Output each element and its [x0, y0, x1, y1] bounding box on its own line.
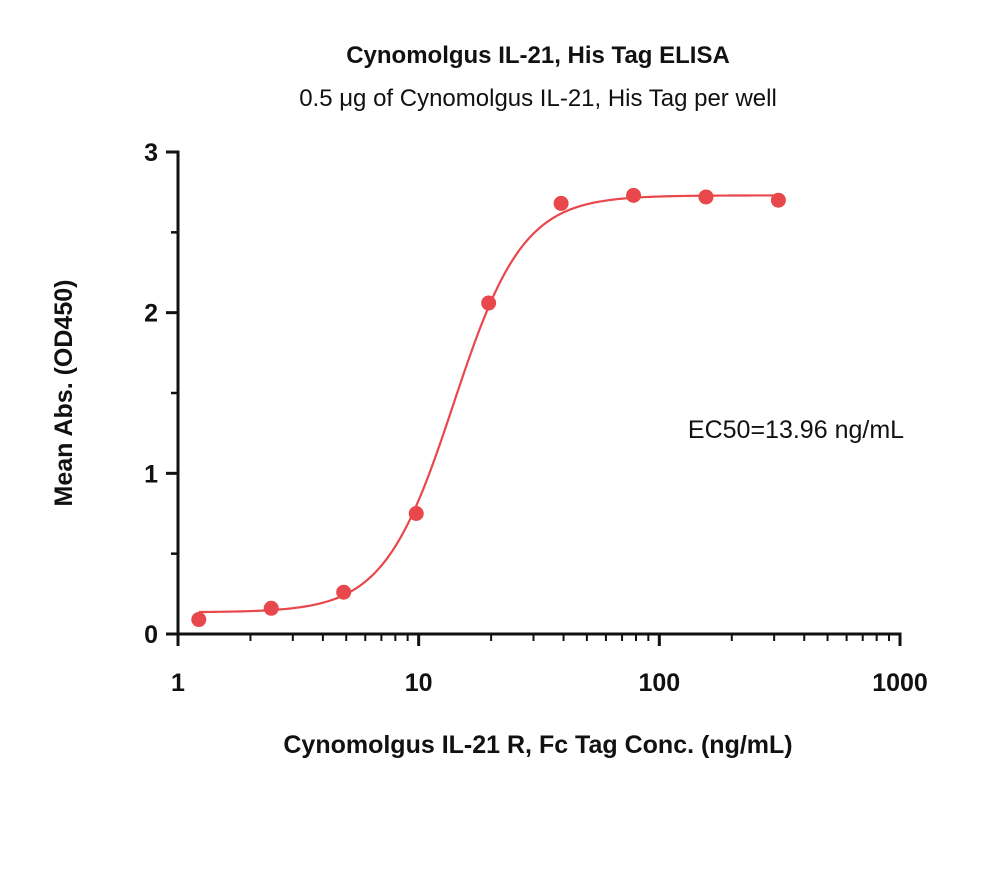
data-points [191, 187, 786, 628]
axes [176, 150, 902, 636]
fit-curve-layer [198, 194, 779, 614]
y-tick-label-0: 0 [144, 621, 158, 649]
ec50-annotation: EC50=13.96 ng/mL [688, 416, 904, 444]
x-axis-label: Cynomolgus IL-21 R, Fc Tag Conc. (ng/mL) [283, 731, 792, 759]
data-point [481, 295, 497, 311]
fit-curve-line [198, 194, 779, 614]
data-point [336, 584, 352, 600]
x-tick-label-10: 10 [405, 669, 433, 697]
data-point [626, 187, 642, 203]
data-point [698, 189, 714, 205]
y-tick-label-3: 3 [144, 139, 158, 167]
y-tick-label-1: 1 [144, 460, 158, 488]
data-point [263, 600, 279, 616]
chart-subtitle: 0.5 μg of Cynomolgus IL-21, His Tag per … [299, 85, 777, 112]
x-tick-label-1000: 1000 [872, 669, 928, 697]
x-tick-label-100: 100 [638, 669, 680, 697]
data-point [553, 195, 569, 211]
y-tick-label-2: 2 [144, 300, 158, 328]
data-point [191, 612, 207, 628]
chart-title: Cynomolgus IL-21, His Tag ELISA [346, 42, 730, 69]
data-point [770, 192, 786, 208]
y-axis-label: Mean Abs. (OD450) [50, 280, 78, 507]
x-tick-label-1: 1 [171, 669, 185, 697]
data-point [408, 506, 424, 521]
